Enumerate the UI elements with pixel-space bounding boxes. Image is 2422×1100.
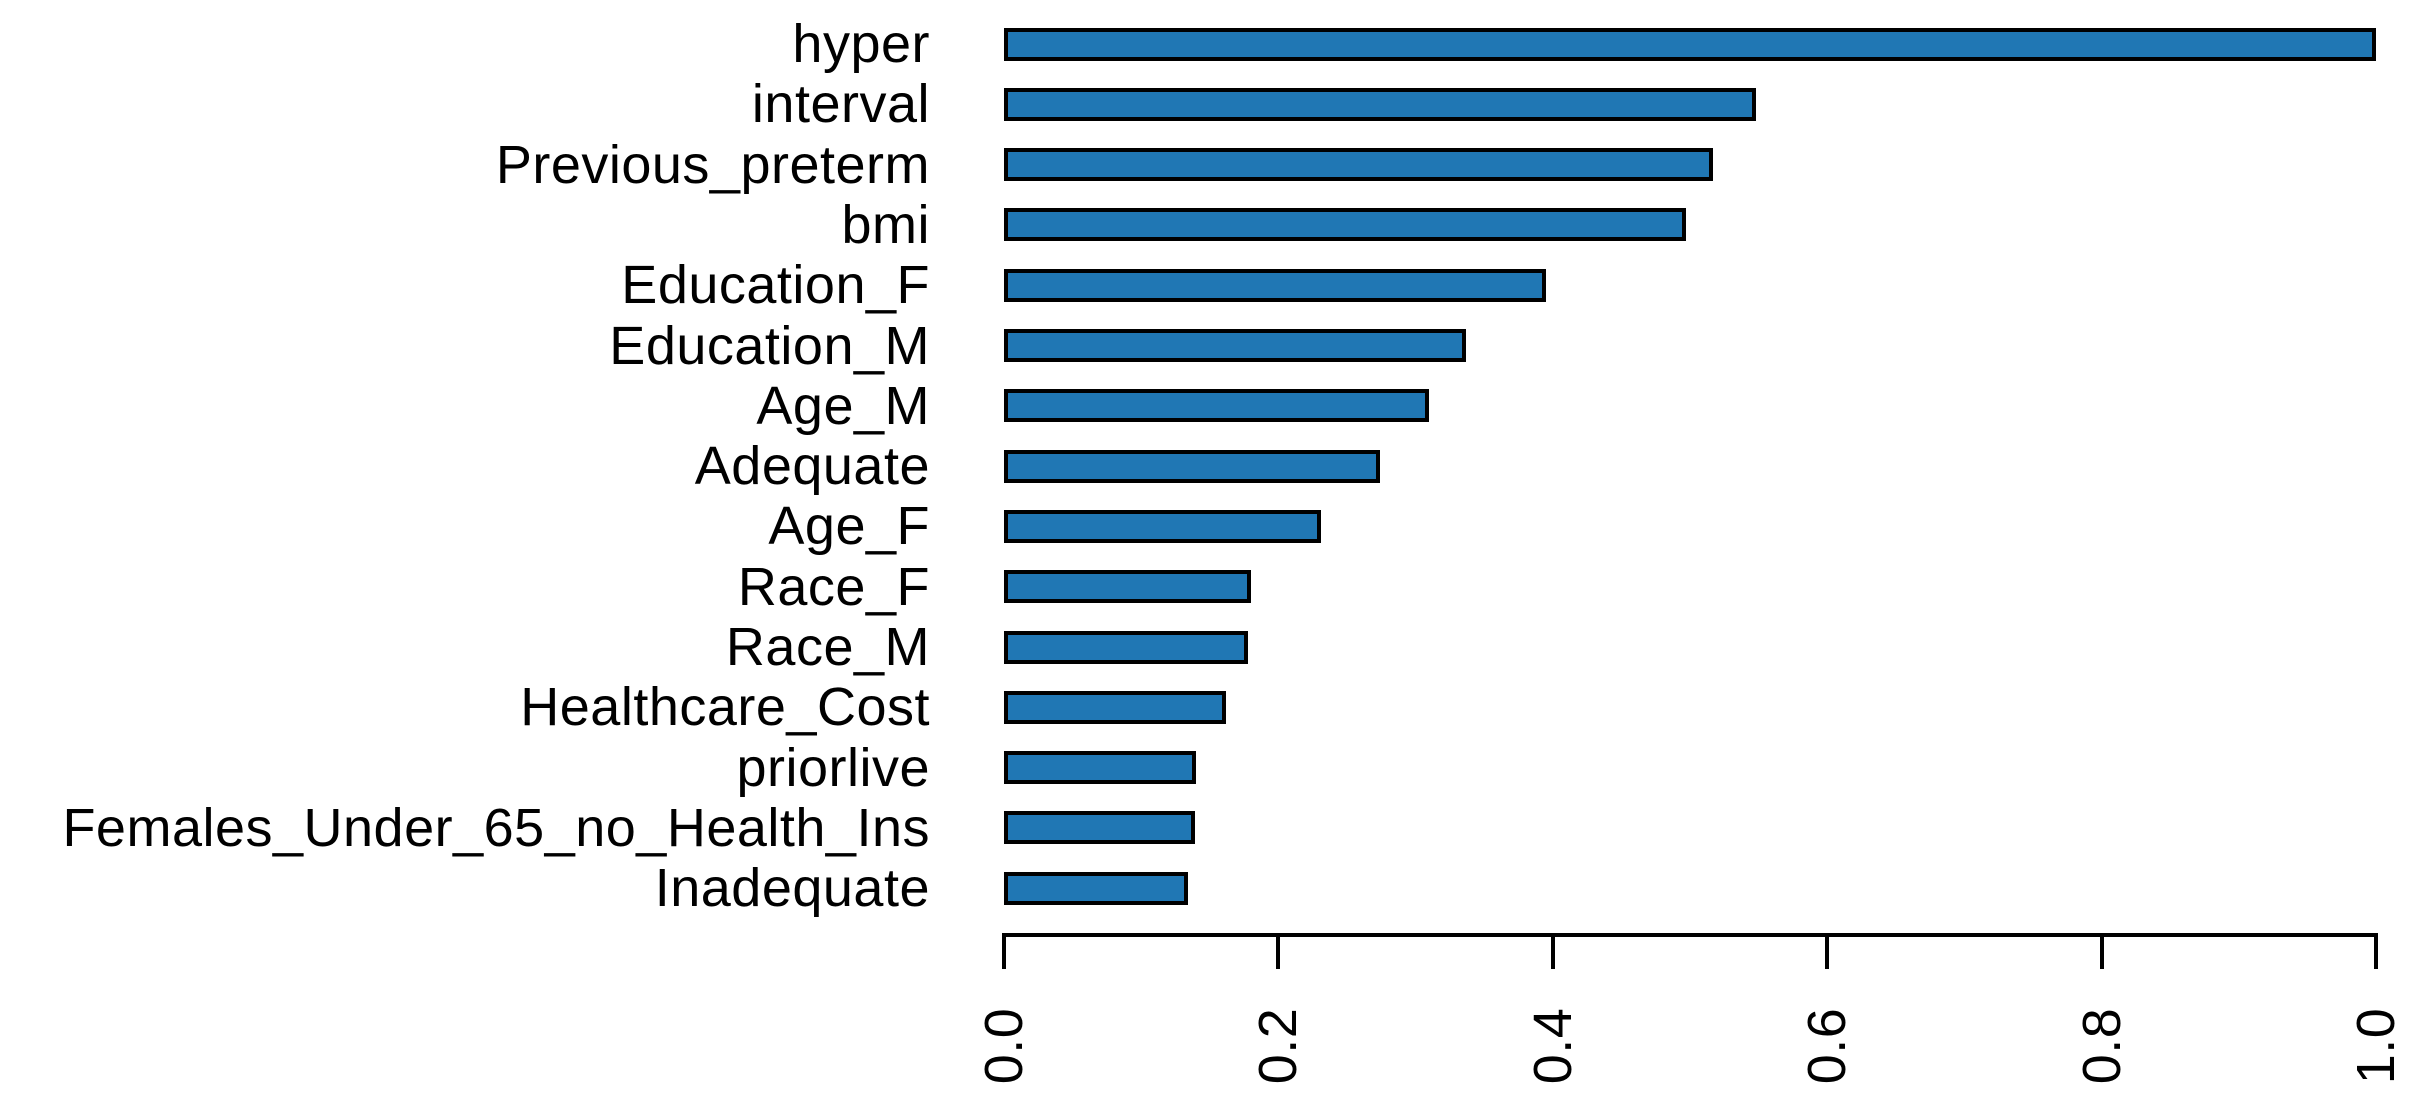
bar xyxy=(1004,690,1227,724)
category-label: Race_F xyxy=(737,556,930,617)
bar xyxy=(1004,87,1756,121)
category-label: hyper xyxy=(792,14,930,74)
x-tick xyxy=(1825,935,1830,969)
category-label: Education_M xyxy=(609,315,930,376)
bar xyxy=(1004,148,1714,182)
x-tick-label: 0.0 xyxy=(974,1007,1034,1085)
x-tick xyxy=(2374,935,2378,969)
bar xyxy=(1004,208,1686,242)
category-label: Inadequate xyxy=(654,858,930,919)
x-tick-label: 0.8 xyxy=(2071,1007,2132,1085)
x-tick-label: 0.6 xyxy=(1797,1007,1858,1085)
x-tick xyxy=(2099,935,2104,969)
bar xyxy=(1004,449,1380,483)
category-label: Females_Under_65_no_Health_Ins xyxy=(62,797,930,858)
bar xyxy=(1004,268,1546,302)
category-label: bmi xyxy=(841,194,930,255)
category-label: Age_M xyxy=(756,375,930,436)
x-tick-label: 1.0 xyxy=(2346,1007,2406,1085)
x-tick-label: 0.4 xyxy=(1522,1007,1583,1085)
x-axis-line xyxy=(1002,933,2378,937)
bar xyxy=(1004,27,2376,61)
bar xyxy=(1004,751,1197,785)
bar xyxy=(1004,389,1430,423)
bar xyxy=(1004,570,1251,604)
category-label: interval xyxy=(751,74,930,135)
bar xyxy=(1004,509,1321,543)
category-label: Education_F xyxy=(621,255,930,316)
category-label: Previous_preterm xyxy=(495,134,930,195)
bar xyxy=(1004,329,1467,362)
category-label: Age_F xyxy=(768,496,930,557)
category-label: Adequate xyxy=(694,436,930,497)
x-tick xyxy=(1002,935,1006,969)
category-label: Healthcare_Cost xyxy=(520,677,930,738)
category-label: priorlive xyxy=(736,737,930,798)
x-tick xyxy=(1276,935,1281,969)
bar xyxy=(1004,630,1249,664)
x-tick-label: 0.2 xyxy=(1248,1007,1309,1085)
bar xyxy=(1004,811,1195,845)
bar xyxy=(1004,871,1188,905)
category-label: Race_M xyxy=(725,617,930,677)
x-tick xyxy=(1550,935,1555,969)
